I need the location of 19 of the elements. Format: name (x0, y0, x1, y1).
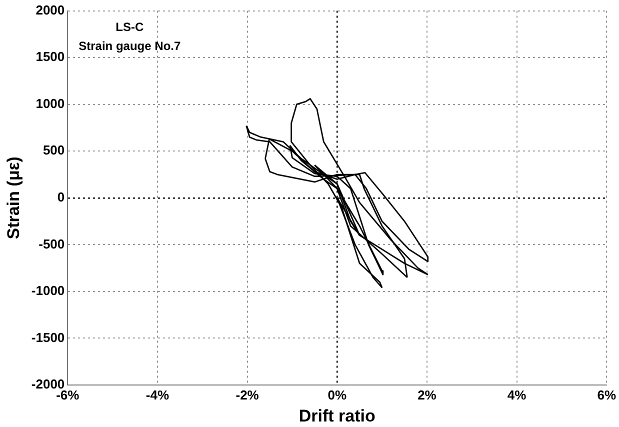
y-tick-label: 500 (42, 142, 65, 158)
x-tick-label: 4% (507, 387, 527, 402)
x-tick-label: -4% (146, 387, 170, 402)
annotation: Strain gauge No.7 (78, 38, 181, 53)
x-tick-label: -2% (236, 387, 260, 402)
x-tick-label: 0% (328, 387, 347, 402)
x-tick-label: -6% (56, 387, 80, 402)
y-tick-label: -500 (38, 236, 65, 252)
y-axis-title: Strain (με) (4, 156, 23, 240)
y-tick-label: 2000 (36, 2, 65, 18)
y-tick-label: 0 (57, 189, 65, 204)
y-tick-label: 1000 (36, 96, 65, 111)
x-tick-label: 6% (597, 387, 616, 402)
y-tick-label: 1500 (36, 49, 65, 64)
x-tick-label: 2% (418, 387, 437, 402)
annotation: LS-C (116, 20, 144, 34)
y-tick-label: -1500 (31, 330, 65, 345)
y-tick-label: -1000 (31, 283, 65, 298)
x-axis-title: Drift ratio (298, 406, 376, 426)
